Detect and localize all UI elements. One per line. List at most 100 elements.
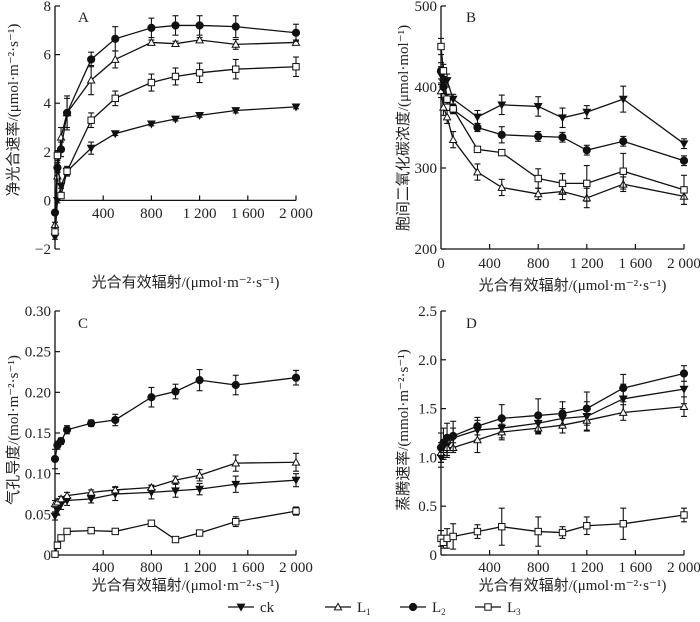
x-tick-label: 0 (437, 256, 445, 272)
y-tick-label: 400 (415, 80, 438, 96)
data-point-L2 (619, 137, 628, 146)
data-point-L1 (231, 458, 241, 467)
data-point-L2 (558, 409, 567, 418)
data-point-ck (473, 113, 482, 122)
y-tick-label: 0 (44, 193, 52, 209)
data-point-L3 (51, 228, 59, 236)
data-point-L1 (195, 470, 205, 479)
data-point-L2 (62, 425, 72, 434)
y-tick-label: 1.0 (418, 450, 437, 466)
data-point-L2 (231, 22, 240, 31)
data-point-L2 (497, 414, 506, 423)
data-point-L1 (171, 39, 180, 48)
data-point-ck (291, 103, 301, 112)
panel-letter: D (466, 316, 477, 332)
x-axis-label: 光合有效辐射/(μmol·m⁻²·s⁻¹) (92, 274, 280, 291)
data-point-L2 (111, 34, 120, 43)
x-tick-label: 1 200 (570, 560, 604, 576)
data-point-L1 (473, 167, 482, 176)
series-L3 (51, 56, 300, 236)
data-point-ck (291, 476, 301, 485)
data-point-L3 (87, 116, 95, 124)
data-point-L3 (619, 167, 627, 175)
legend-label: ck (260, 600, 275, 616)
x-tick-label: 2 000 (667, 256, 700, 272)
data-point-L2 (171, 21, 180, 30)
data-point-L3 (534, 527, 542, 536)
data-point-L3 (147, 519, 156, 527)
data-point-L3 (558, 179, 567, 188)
data-point-L1 (438, 102, 448, 111)
data-point-ck (231, 107, 241, 116)
x-tick-label: 1 200 (183, 206, 217, 222)
panel-A: −2 0 2 4 6 8 400 800 1 200 1 600 2 000 光合有效辐射/(μmol… (5, 0, 313, 291)
data-point-L1 (110, 485, 120, 494)
data-point-L3 (232, 517, 240, 526)
data-point-L3 (443, 95, 451, 103)
data-point-L3 (232, 65, 240, 73)
x-tick-label: 800 (140, 206, 163, 222)
x-axis-label: 光合有效辐射/(μmol·m⁻²·s⁻¹) (479, 277, 667, 294)
data-point-L3 (473, 145, 482, 154)
data-point-L3 (443, 534, 451, 543)
panel-B: 200 300 400 500 0 400 800 1 200 1 600 2 000光合有效辐射… (395, 0, 700, 294)
series-L2 (436, 365, 689, 463)
legend-marker-L3 (484, 603, 492, 611)
data-point-L3 (171, 72, 180, 81)
data-point-L3 (57, 191, 65, 200)
data-point-L3 (111, 527, 119, 536)
data-point-L3 (449, 532, 457, 541)
data-point-ck (679, 140, 689, 149)
data-point-L3 (53, 541, 62, 549)
data-point-L1 (146, 482, 156, 491)
y-tick-label: 0 (430, 548, 438, 564)
series-L3 (437, 507, 688, 550)
data-point-L3 (680, 511, 688, 519)
data-point-L3 (583, 179, 591, 188)
legend-label: L2 (432, 600, 446, 617)
y-tick-label: 2.5 (418, 304, 437, 320)
data-point-L3 (292, 63, 300, 71)
data-point-L1 (86, 75, 96, 84)
x-tick-label: 2 000 (667, 560, 700, 576)
y-tick-label: 200 (415, 242, 438, 258)
data-point-L2 (558, 133, 567, 142)
y-tick-label: 0.10 (25, 467, 51, 483)
x-tick-label: 1 600 (619, 560, 653, 576)
x-tick-label: 400 (92, 560, 115, 576)
legend-item-L3: L3 (475, 600, 521, 617)
data-point-L3 (437, 42, 445, 51)
y-tick-label: −2 (35, 242, 51, 258)
data-point-ck (582, 108, 592, 117)
data-point-L1 (291, 37, 301, 46)
data-point-L3 (147, 78, 156, 87)
data-point-L2 (679, 156, 689, 165)
data-point-ck (86, 495, 96, 504)
data-point-L3 (473, 527, 482, 536)
data-point-L2 (449, 431, 458, 441)
data-point-ck (86, 144, 96, 153)
x-tick-label: 2 000 (279, 560, 313, 576)
data-point-L1 (146, 37, 156, 46)
data-point-ck (110, 130, 120, 139)
data-point-L2 (534, 411, 543, 420)
x-axis-label: 光合有效辐射/(μmol·m⁻²·s⁻¹) (92, 577, 280, 594)
data-point-L2 (473, 123, 482, 132)
legend-label: L1 (357, 600, 371, 617)
data-point-ck (679, 385, 689, 394)
y-tick-label: 0.05 (25, 507, 51, 523)
data-point-L2 (291, 373, 301, 382)
data-point-L2 (147, 23, 156, 32)
series-L1 (50, 452, 301, 508)
data-point-L2 (56, 437, 66, 446)
data-point-L2 (87, 55, 96, 64)
data-point-L1 (86, 487, 96, 496)
data-point-L2 (679, 369, 689, 378)
panel-letter: C (78, 316, 88, 332)
data-point-L2 (534, 132, 543, 141)
data-point-ck (195, 111, 205, 120)
data-point-L1 (56, 494, 66, 503)
data-point-L1 (473, 435, 482, 444)
data-point-L3 (449, 105, 457, 113)
y-tick-label: 4 (44, 96, 52, 112)
